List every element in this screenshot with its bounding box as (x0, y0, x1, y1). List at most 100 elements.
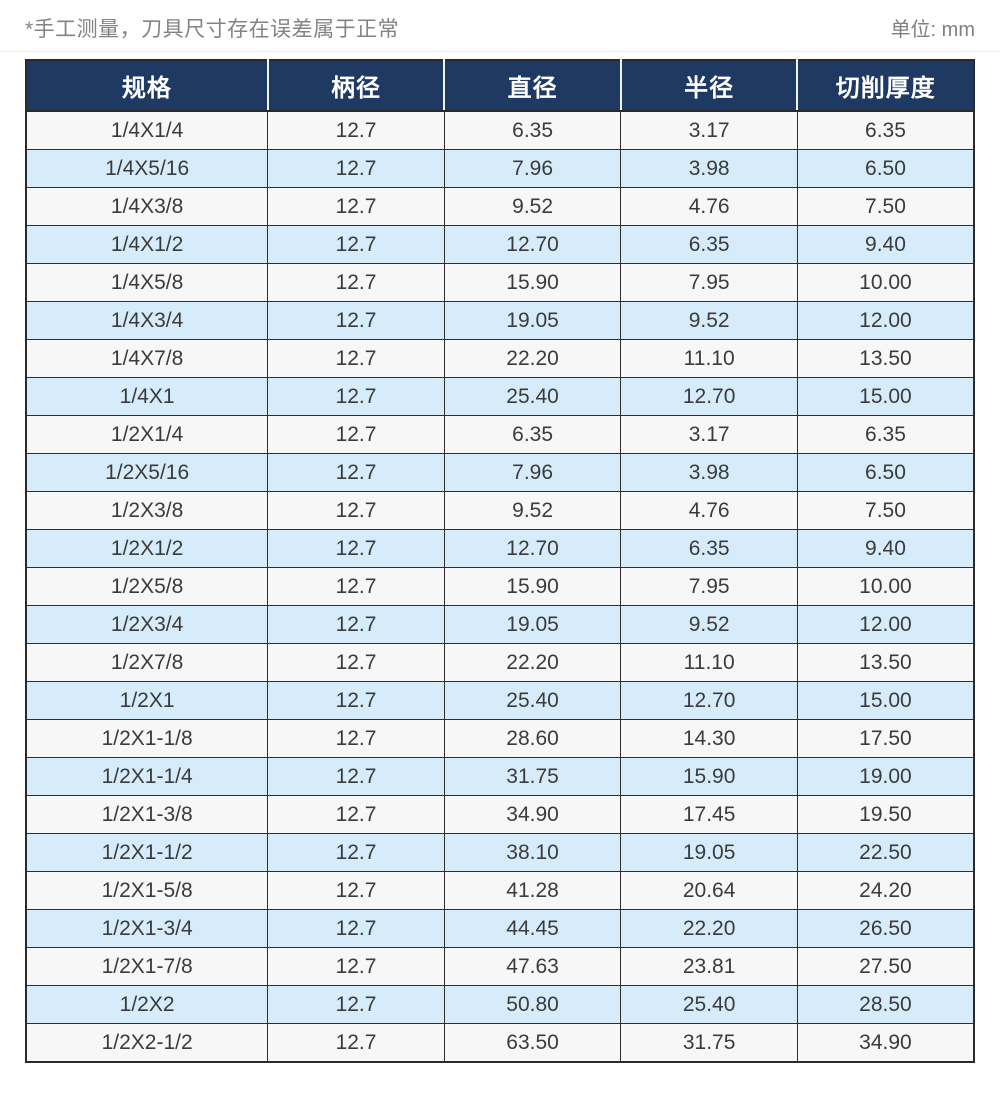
cell-spec: 1/2X7/8 (25, 643, 269, 682)
cell-radius: 31.75 (620, 1023, 798, 1063)
cell-cutting-thickness: 7.50 (796, 491, 975, 530)
cell-shank-diameter: 12.7 (267, 795, 445, 834)
cell-diameter: 19.05 (443, 301, 622, 340)
cell-diameter: 9.52 (443, 187, 622, 226)
table-row: 1/4X5/8 12.7 15.90 7.95 10.00 (25, 263, 975, 302)
cell-diameter: 25.40 (443, 681, 622, 720)
cell-spec: 1/2X2 (25, 985, 269, 1024)
table-row: 1/4X1/2 12.7 12.70 6.35 9.40 (25, 225, 975, 264)
cell-spec: 1/4X1 (25, 377, 269, 416)
cell-shank-diameter: 12.7 (267, 149, 445, 188)
cell-radius: 4.76 (620, 491, 798, 530)
table-row: 1/2X3/8 12.7 9.52 4.76 7.50 (25, 491, 975, 530)
cell-diameter: 34.90 (443, 795, 622, 834)
table-row: 1/4X7/8 12.7 22.20 11.10 13.50 (25, 339, 975, 378)
cell-spec: 1/2X1-1/2 (25, 833, 269, 872)
cell-cutting-thickness: 6.50 (796, 453, 975, 492)
cell-diameter: 19.05 (443, 605, 622, 644)
cell-radius: 12.70 (620, 377, 798, 416)
cell-radius: 14.30 (620, 719, 798, 758)
cell-diameter: 22.20 (443, 643, 622, 682)
cell-radius: 23.81 (620, 947, 798, 986)
table-row: 1/2X1-1/8 12.7 28.60 14.30 17.50 (25, 719, 975, 758)
table-row: 1/2X1-1/2 12.7 38.10 19.05 22.50 (25, 833, 975, 872)
table-body: 1/4X1/4 12.7 6.35 3.17 6.35 1/4X5/16 12.7 7.96 3… (25, 110, 975, 1063)
cell-shank-diameter: 12.7 (267, 871, 445, 910)
table-row: 1/4X5/16 12.7 7.96 3.98 6.50 (25, 149, 975, 188)
cell-diameter: 15.90 (443, 263, 622, 302)
cell-shank-diameter: 12.7 (267, 453, 445, 492)
cell-cutting-thickness: 6.50 (796, 149, 975, 188)
cell-radius: 17.45 (620, 795, 798, 834)
cell-cutting-thickness: 6.35 (796, 415, 975, 454)
cell-radius: 12.70 (620, 681, 798, 720)
cell-cutting-thickness: 27.50 (796, 947, 975, 986)
table-row: 1/2X5/8 12.7 15.90 7.95 10.00 (25, 567, 975, 606)
cell-radius: 4.76 (620, 187, 798, 226)
cell-cutting-thickness: 19.00 (796, 757, 975, 796)
cell-cutting-thickness: 19.50 (796, 795, 975, 834)
cell-cutting-thickness: 9.40 (796, 225, 975, 264)
cell-spec: 1/4X1/4 (25, 110, 269, 150)
cell-cutting-thickness: 15.00 (796, 681, 975, 720)
cell-radius: 3.98 (620, 453, 798, 492)
cell-shank-diameter: 12.7 (267, 187, 445, 226)
cell-spec: 1/2X5/8 (25, 567, 269, 606)
cell-radius: 11.10 (620, 643, 798, 682)
table-row: 1/4X1/4 12.7 6.35 3.17 6.35 (25, 110, 975, 150)
cell-diameter: 15.90 (443, 567, 622, 606)
cell-shank-diameter: 12.7 (267, 339, 445, 378)
table-row: 1/2X1 12.7 25.40 12.70 15.00 (25, 681, 975, 720)
table-row: 1/2X1-5/8 12.7 41.28 20.64 24.20 (25, 871, 975, 910)
cell-cutting-thickness: 22.50 (796, 833, 975, 872)
cell-spec: 1/2X3/8 (25, 491, 269, 530)
table-header-row: 规格 柄径 直径 半径 切削厚度 (26, 60, 974, 112)
table-row: 1/2X1-7/8 12.7 47.63 23.81 27.50 (25, 947, 975, 986)
cell-cutting-thickness: 10.00 (796, 263, 975, 302)
cell-spec: 1/2X1/2 (25, 529, 269, 568)
cell-diameter: 12.70 (443, 529, 622, 568)
cell-shank-diameter: 12.7 (267, 110, 445, 150)
cell-radius: 3.17 (620, 110, 798, 150)
cell-spec: 1/2X1-7/8 (25, 947, 269, 986)
cell-diameter: 6.35 (443, 415, 622, 454)
cell-cutting-thickness: 13.50 (796, 339, 975, 378)
col-header-shank-diameter: 柄径 (266, 60, 445, 112)
cell-cutting-thickness: 24.20 (796, 871, 975, 910)
cell-spec: 1/4X5/8 (25, 263, 269, 302)
table-row: 1/2X1/2 12.7 12.70 6.35 9.40 (25, 529, 975, 568)
col-header-spec: 规格 (26, 60, 268, 112)
cell-cutting-thickness: 26.50 (796, 909, 975, 948)
table-row: 1/2X1/4 12.7 6.35 3.17 6.35 (25, 415, 975, 454)
header-bar: *手工测量，刀具尺寸存在误差属于正常 单位: mm (0, 0, 1000, 52)
cell-diameter: 28.60 (443, 719, 622, 758)
cell-shank-diameter: 12.7 (267, 833, 445, 872)
table-row: 1/4X3/8 12.7 9.52 4.76 7.50 (25, 187, 975, 226)
cell-diameter: 63.50 (443, 1023, 622, 1063)
cell-shank-diameter: 12.7 (267, 491, 445, 530)
cell-radius: 22.20 (620, 909, 798, 948)
cell-spec: 1/4X3/4 (25, 301, 269, 340)
cell-shank-diameter: 12.7 (267, 529, 445, 568)
cell-shank-diameter: 12.7 (267, 225, 445, 264)
cell-radius: 20.64 (620, 871, 798, 910)
table-row: 1/4X3/4 12.7 19.05 9.52 12.00 (25, 301, 975, 340)
cell-cutting-thickness: 10.00 (796, 567, 975, 606)
table-row: 1/2X7/8 12.7 22.20 11.10 13.50 (25, 643, 975, 682)
cell-shank-diameter: 12.7 (267, 719, 445, 758)
cell-cutting-thickness: 12.00 (796, 301, 975, 340)
table-row: 1/2X1-3/8 12.7 34.90 17.45 19.50 (25, 795, 975, 834)
cell-cutting-thickness: 7.50 (796, 187, 975, 226)
col-header-diameter: 直径 (443, 60, 621, 112)
cell-spec: 1/4X7/8 (25, 339, 269, 378)
cell-radius: 6.35 (620, 225, 798, 264)
cell-spec: 1/4X1/2 (25, 225, 269, 264)
cell-radius: 11.10 (620, 339, 798, 378)
cell-diameter: 41.28 (443, 871, 622, 910)
cell-spec: 1/4X5/16 (25, 149, 269, 188)
table-row: 1/2X1-1/4 12.7 31.75 15.90 19.00 (25, 757, 975, 796)
cell-radius: 7.95 (620, 263, 798, 302)
cell-shank-diameter: 12.7 (267, 415, 445, 454)
spec-table: 规格 柄径 直径 半径 切削厚度 1/4X1/4 12.7 6.35 3.17 6.35… (25, 59, 975, 1063)
